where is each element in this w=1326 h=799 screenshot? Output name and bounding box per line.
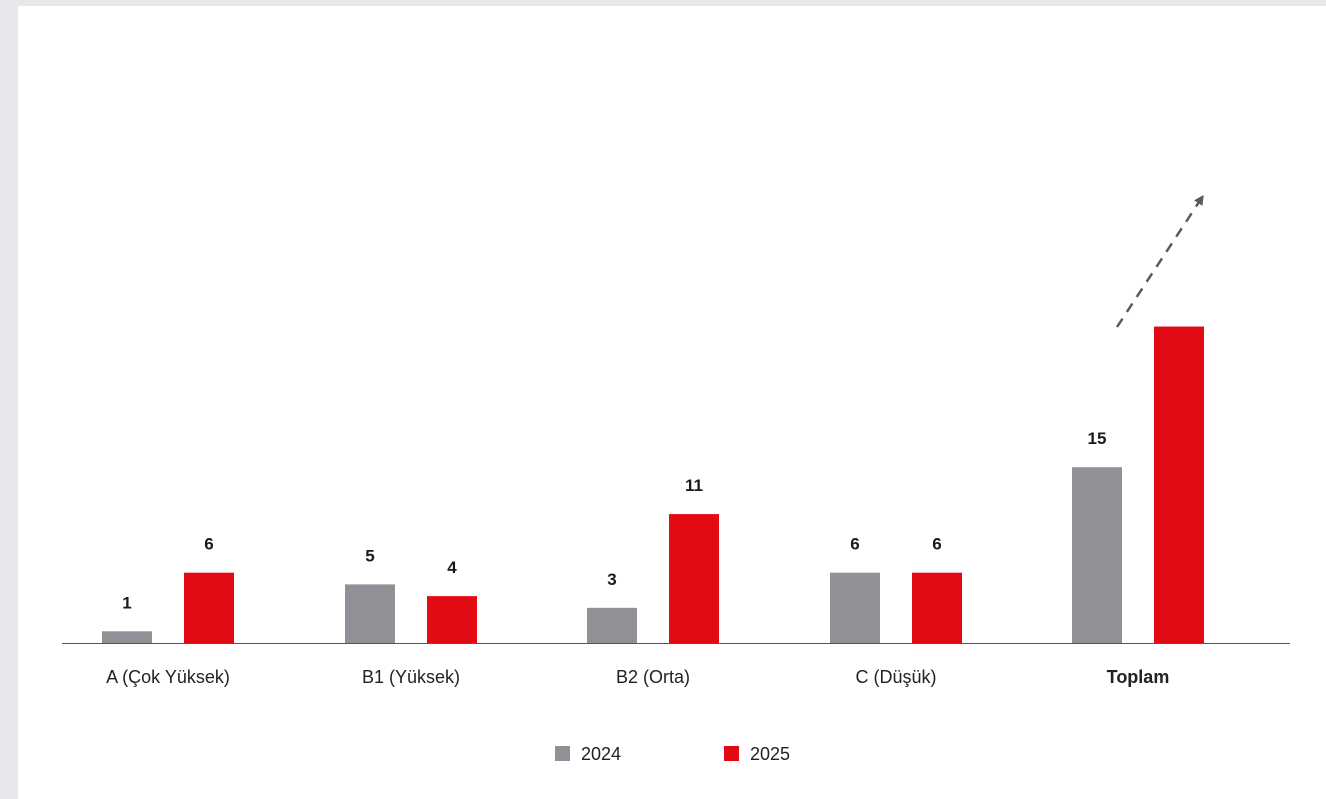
value-label-2025-1: 4 xyxy=(447,558,457,577)
bar-2024-4 xyxy=(1072,467,1122,643)
bar-2025-1 xyxy=(427,596,477,643)
legend-swatch-2025 xyxy=(724,746,739,761)
value-label-2025-0: 6 xyxy=(204,535,213,554)
bar-2024-1 xyxy=(345,584,395,643)
bar-2025-0 xyxy=(184,572,234,643)
bar-2024-2 xyxy=(587,607,637,643)
chart-panel: 1 5 3 6 15 6 4 11 6 A (Çok Yüksek) B1 (Yüksek) B2 … xyxy=(18,6,1326,799)
legend: 2024 2025 xyxy=(555,744,790,764)
value-label-2024-4: 15 xyxy=(1088,429,1107,448)
category-label-2: B2 (Orta) xyxy=(616,667,690,687)
value-label-2024-3: 6 xyxy=(850,535,859,554)
trend-arrow-icon xyxy=(1115,194,1204,328)
value-label-2025-3: 6 xyxy=(932,535,941,554)
bar-2024-0 xyxy=(102,631,152,643)
bar-2025-4 xyxy=(1154,326,1204,643)
legend-swatch-2024 xyxy=(555,746,570,761)
category-labels-group: A (Çok Yüksek) B1 (Yüksek) B2 (Orta) C (Düş… xyxy=(106,667,1169,687)
value-label-2024-0: 1 xyxy=(122,593,131,612)
legend-label-2025: 2025 xyxy=(750,744,790,764)
bar-2024-3 xyxy=(830,572,880,643)
category-label-0: A (Çok Yüksek) xyxy=(106,667,230,687)
category-label-3: C (Düşük) xyxy=(855,667,936,687)
bar-2025-2 xyxy=(669,514,719,643)
bars-group xyxy=(102,326,1204,643)
category-label-1: B1 (Yüksek) xyxy=(362,667,460,687)
value-label-2024-1: 5 xyxy=(365,546,374,565)
bar-2025-3 xyxy=(912,572,962,643)
value-label-2024-2: 3 xyxy=(607,570,616,589)
legend-label-2024: 2024 xyxy=(581,744,621,764)
category-label-4: Toplam xyxy=(1107,667,1170,687)
value-label-2025-2: 11 xyxy=(685,476,703,495)
